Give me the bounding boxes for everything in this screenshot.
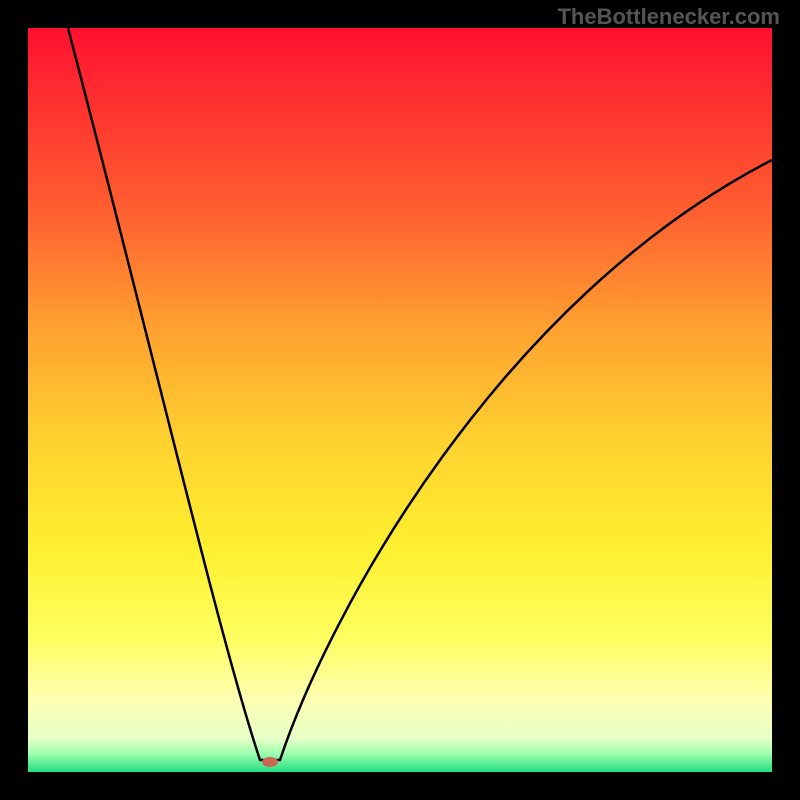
- chart-container: TheBottlenecker.com: [0, 0, 800, 800]
- bottleneck-chart: [0, 0, 800, 800]
- optimal-point-marker: [262, 757, 278, 767]
- plot-background: [28, 28, 772, 772]
- watermark-text: TheBottlenecker.com: [557, 4, 780, 30]
